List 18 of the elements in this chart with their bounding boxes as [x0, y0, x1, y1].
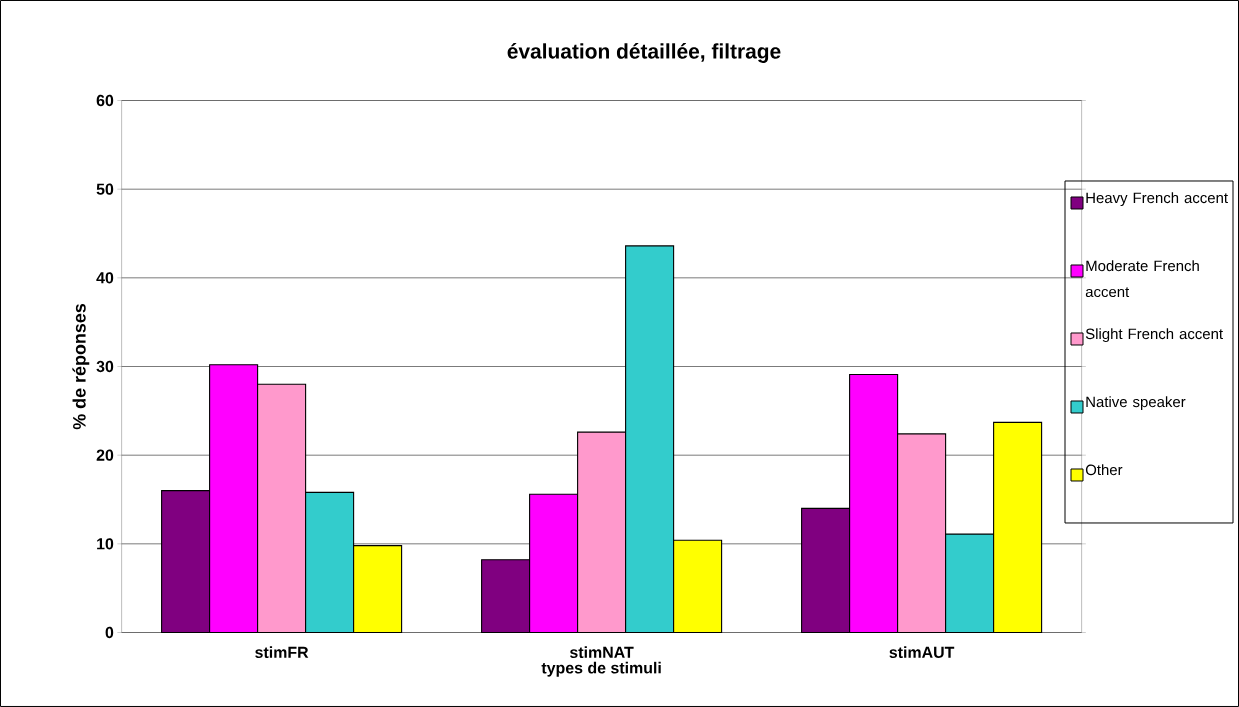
y-tick-label: 50	[96, 183, 114, 195]
y-tick-label: 40	[96, 272, 114, 284]
y-tick-label: 20	[96, 449, 114, 461]
legend-label: Moderate French accent	[1085, 260, 1199, 298]
legend-label: Slight French accent	[1085, 328, 1223, 343]
x-axis-title: types de stimuli	[541, 661, 661, 677]
y-tick-label: 60	[96, 94, 114, 107]
legend-label: Heavy French accent	[1086, 192, 1228, 207]
chart-title: évaluation détaillée, filtrage	[507, 43, 781, 63]
y-tick-label: 30	[96, 360, 114, 373]
legend-label: Native speaker	[1086, 396, 1186, 411]
x-tick-label: stimNAT	[570, 646, 634, 658]
y-tick-label: 10	[97, 538, 114, 550]
y-tick-label: 0	[105, 626, 114, 639]
y-axis-title: % de réponses	[72, 303, 90, 430]
x-tick-label: stimAUT	[889, 646, 955, 658]
legend-label: Other	[1085, 464, 1123, 476]
x-tick-label: stimFR	[255, 646, 309, 658]
